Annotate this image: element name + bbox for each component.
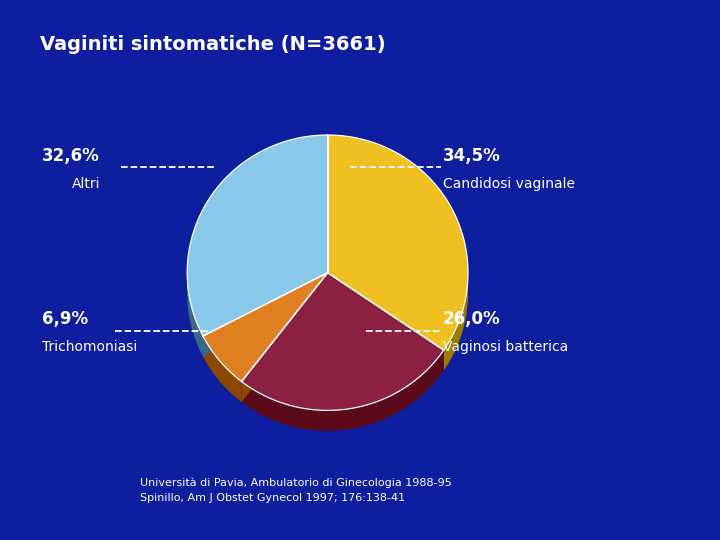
Polygon shape: [187, 135, 328, 356]
Polygon shape: [203, 336, 241, 402]
Polygon shape: [203, 273, 328, 381]
Polygon shape: [187, 135, 328, 336]
Text: 6,9%: 6,9%: [42, 310, 88, 328]
Text: Altri: Altri: [72, 177, 101, 191]
Text: Vaginosi batterica: Vaginosi batterica: [443, 340, 568, 354]
Polygon shape: [241, 350, 444, 431]
Text: 32,6%: 32,6%: [42, 147, 99, 165]
Polygon shape: [203, 273, 328, 356]
Polygon shape: [328, 135, 468, 350]
Text: Vaginiti sintomatiche (N=3661): Vaginiti sintomatiche (N=3661): [40, 35, 385, 54]
Text: Candidosi vaginale: Candidosi vaginale: [443, 177, 575, 191]
Text: 34,5%: 34,5%: [443, 147, 500, 165]
Polygon shape: [328, 135, 468, 370]
Polygon shape: [328, 273, 444, 370]
Polygon shape: [328, 273, 444, 370]
Polygon shape: [241, 273, 444, 410]
Text: 26,0%: 26,0%: [443, 310, 500, 328]
Text: Università di Pavia, Ambulatorio di Ginecologia 1988-95
Spinillo, Am J Obstet Gy: Università di Pavia, Ambulatorio di Gine…: [140, 478, 452, 503]
Polygon shape: [203, 273, 328, 356]
Polygon shape: [241, 273, 328, 402]
Polygon shape: [241, 273, 328, 402]
Text: Trichomoniasi: Trichomoniasi: [42, 340, 137, 354]
